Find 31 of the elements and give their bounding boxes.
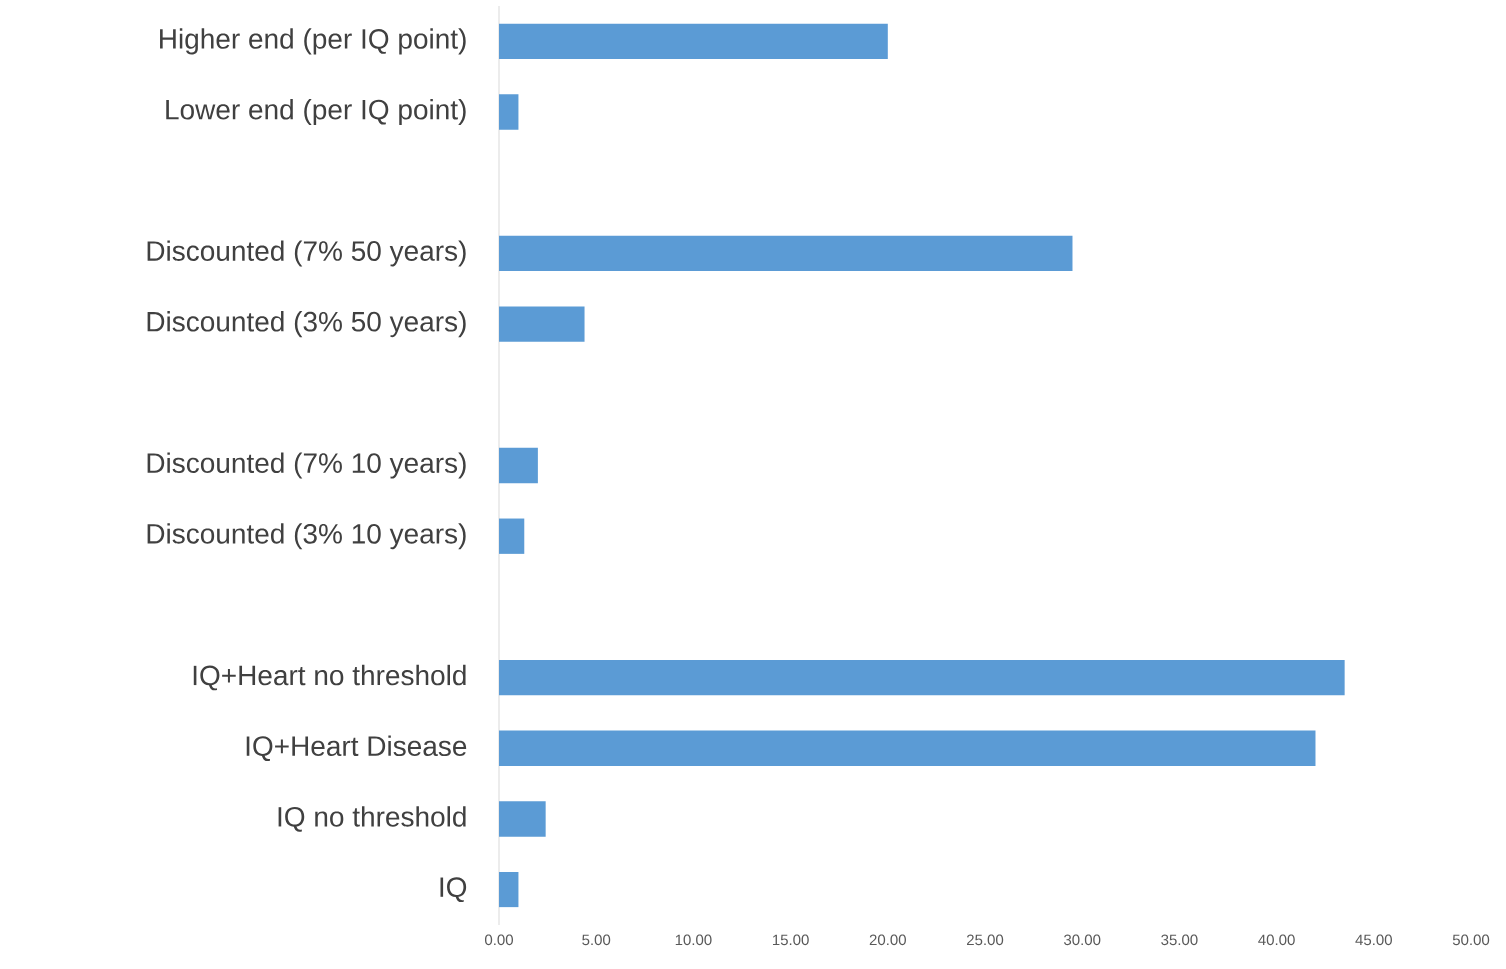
- bar: [499, 235, 1073, 272]
- x-tick-label: 5.00: [582, 934, 611, 946]
- x-tick-label: 30.00: [1064, 934, 1101, 946]
- bar: [499, 659, 1345, 696]
- bar: [499, 94, 519, 130]
- x-tick-label: 0.00: [484, 934, 513, 946]
- bar: [499, 518, 525, 554]
- x-tick-label: 25.00: [966, 934, 1004, 946]
- y-tick-label: IQ no threshold: [278, 806, 466, 832]
- bar: [499, 871, 519, 908]
- bar: [499, 801, 546, 837]
- x-tick-label: 40.00: [1258, 934, 1295, 946]
- x-tick-label: 45.00: [1355, 934, 1392, 946]
- x-tick-label: 15.00: [772, 934, 809, 946]
- y-tick-label: Discounted (3% 50 years): [147, 311, 466, 338]
- bar: [499, 447, 538, 484]
- x-tick-label: 10.00: [675, 934, 712, 946]
- y-tick-label: Higher end (per IQ point): [160, 28, 466, 55]
- y-tick-label: IQ+Heart no threshold: [193, 664, 466, 691]
- bar: [499, 306, 585, 342]
- bar: [499, 730, 1316, 766]
- y-tick-label: Discounted (7% 10 years): [147, 452, 466, 479]
- y-tick-label: Lower end (per IQ point): [166, 99, 466, 126]
- x-tick-label: 20.00: [869, 934, 906, 946]
- y-tick-label: Discounted (7% 50 years): [147, 240, 466, 267]
- y-tick-label: IQ+Heart Disease: [246, 735, 467, 762]
- x-tick-label: 35.00: [1161, 934, 1198, 946]
- y-tick-label: Discounted (3% 10 years): [147, 523, 466, 550]
- x-tick-label: 50.00: [1452, 934, 1490, 946]
- y-tick-label: IQ: [440, 877, 467, 903]
- bar: [499, 23, 888, 60]
